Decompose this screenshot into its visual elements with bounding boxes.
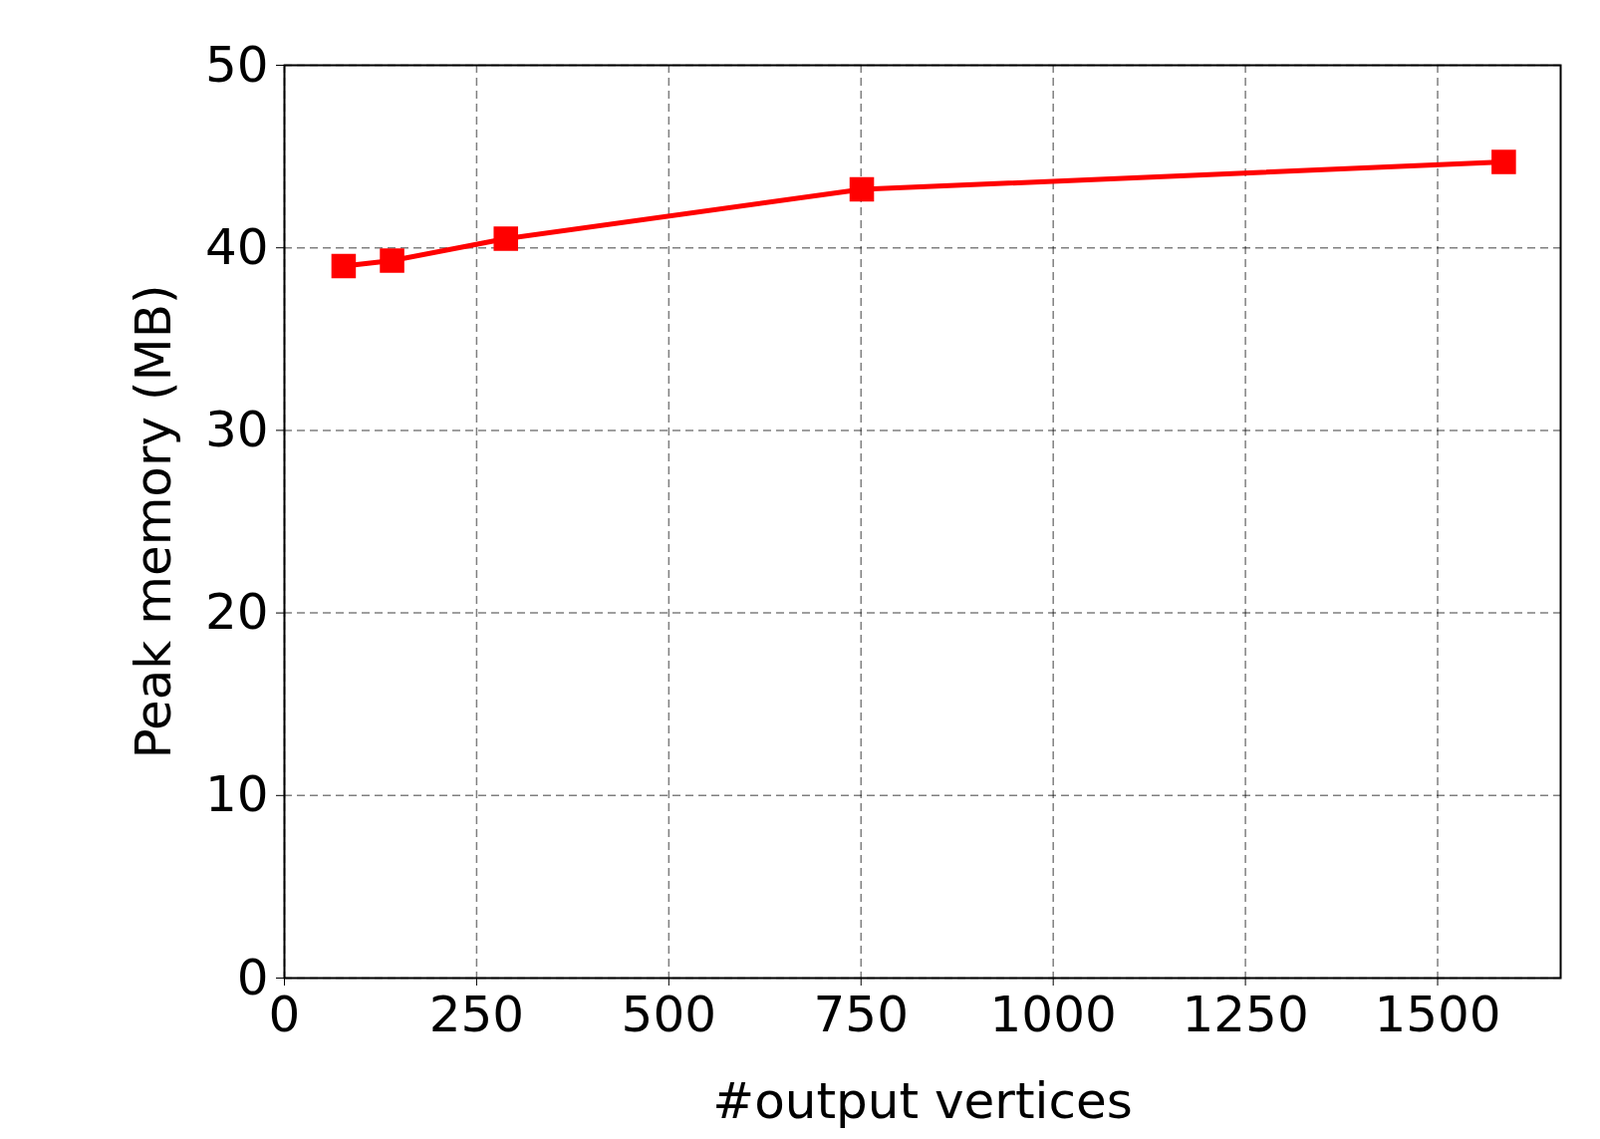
svg-text:500: 500 [621,985,717,1044]
svg-text:1000: 1000 [990,985,1117,1044]
svg-text:#output vertices: #output vertices [712,1071,1132,1130]
svg-text:40: 40 [205,218,269,276]
svg-text:250: 250 [429,985,525,1044]
svg-text:1250: 1250 [1181,985,1309,1044]
svg-text:30: 30 [205,400,269,459]
svg-text:10: 10 [205,765,269,823]
svg-text:50: 50 [205,35,269,94]
svg-text:1500: 1500 [1373,985,1501,1044]
svg-text:20: 20 [205,582,269,641]
svg-text:750: 750 [813,985,909,1044]
svg-text:Peak memory (MB): Peak memory (MB) [124,284,183,760]
svg-text:0: 0 [268,985,301,1044]
svg-text:0: 0 [237,948,269,1007]
